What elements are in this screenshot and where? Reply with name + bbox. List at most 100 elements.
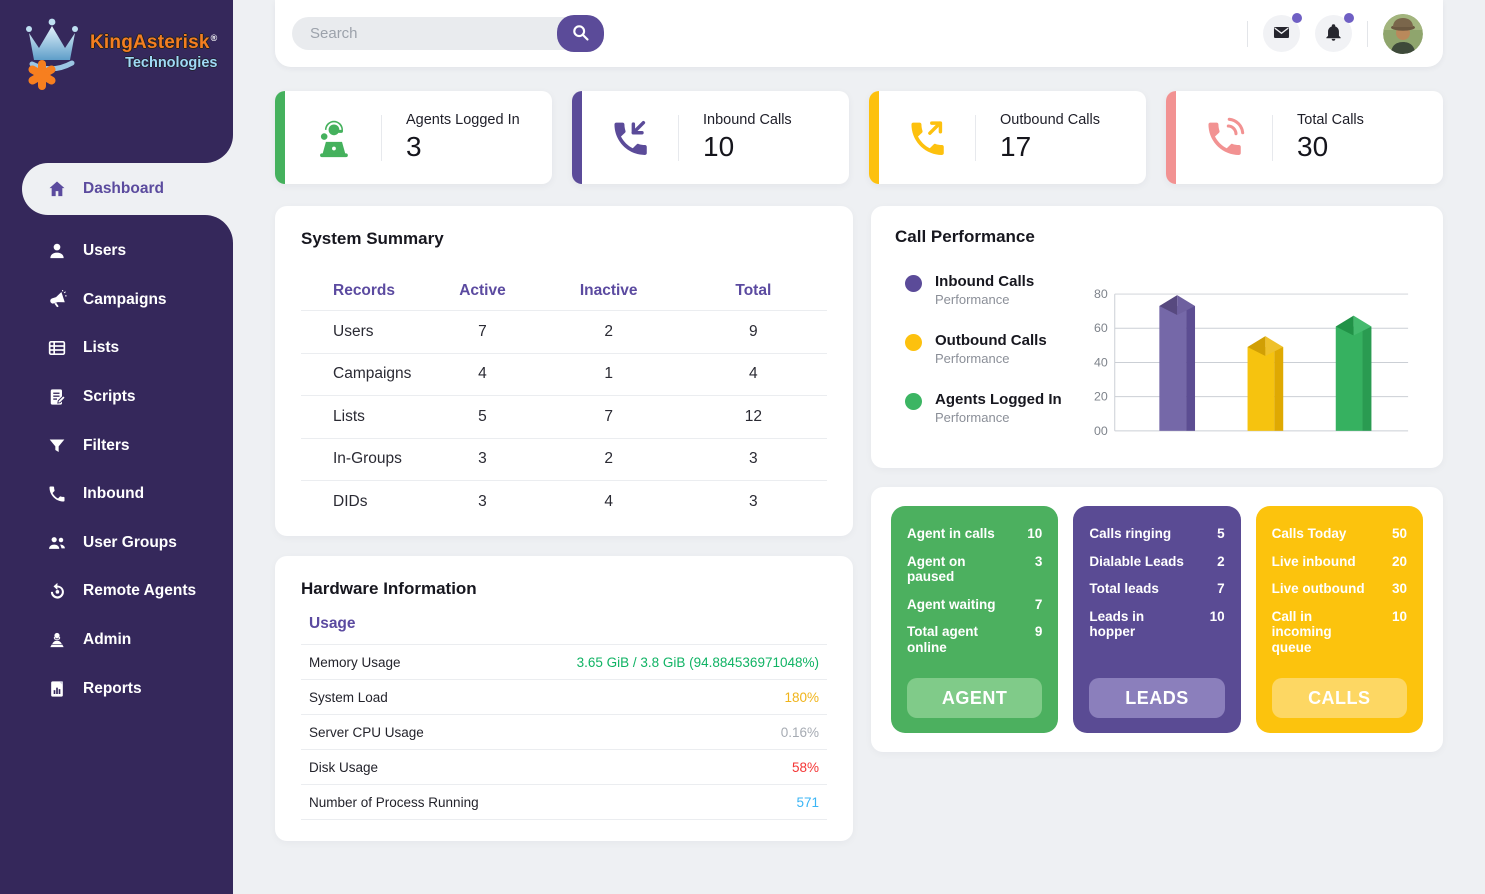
system-summary-title: System Summary [301,229,444,248]
notifications-button[interactable] [1315,13,1354,52]
panel-stat-label: Agent on paused [907,553,966,585]
summary-row-in-groups: In-Groups 3 2 3 [301,439,827,481]
stat-card-total-calls: Total Calls 30 [1166,91,1443,184]
system-summary-card: System Summary Records Active Inactive Tota… [275,206,853,536]
sidebar-item-inbound[interactable]: Inbound [0,470,233,519]
stat-value: 3 [406,131,422,162]
inbound-call-icon [604,115,656,161]
agent-headset-icon [307,115,359,161]
svg-text:20: 20 [1094,390,1108,404]
stat-accent-bar [572,91,582,184]
panel-stat-value: 7 [1034,596,1043,612]
panel-stat-value: 5 [1217,526,1225,541]
panel-stat-label: Agent in calls [907,526,995,541]
sidebar-item-lists[interactable]: Lists [0,324,233,373]
svg-text:40: 40 [1094,355,1108,369]
legend-item: Inbound Calls Performance [905,273,1087,307]
sidebar-item-remote-agents[interactable]: Remote Agents [0,567,233,616]
mail-button[interactable] [1263,13,1302,52]
sidebar-item-label: Scripts [83,388,136,406]
topbar [275,0,1443,67]
sidebar-item-dashboard[interactable]: Dashboard [22,163,233,215]
summary-cell: 4 [478,365,487,383]
sidebar-item-admin[interactable]: Admin [0,616,233,665]
summary-cell: 4 [749,365,758,383]
stat-card-agents-logged-in: Agents Logged In 3 [275,91,552,184]
panel-stat-value: 9 [1034,624,1043,640]
brand-logo: KingAsterisk® Technologies [20,16,233,97]
search-input[interactable] [292,17,599,50]
panel-stat-value: 10 [1027,526,1043,541]
stat-label: Total Calls [1297,112,1364,128]
panel-stat-label: Agent waiting [907,596,996,612]
legend-label: Inbound Calls [935,273,1035,290]
summary-cell: 7 [604,407,613,425]
agent-button[interactable]: AGENT [907,678,1043,718]
legend-dot [905,334,922,351]
stat-accent-bar [869,91,879,184]
stat-accent-bar [1166,91,1176,184]
calls-button[interactable]: CALLS [1271,678,1407,718]
sidebar-item-label: Filters [83,436,130,454]
hardware-label: Number of Process Running [309,794,479,810]
sidebar-item-label: Inbound [83,485,145,503]
legend-label: Agents Logged In [935,391,1062,408]
hardware-row: Number of Process Running 571 [301,785,827,820]
panel-stat-label: Call in incoming queue [1271,608,1332,655]
hardware-row: Disk Usage 58% [301,750,827,785]
calls-stat-row: Live inbound 20 [1272,554,1407,570]
sidebar-item-users[interactable]: Users [0,227,233,276]
hardware-value: 58% [791,759,819,775]
divider [1367,20,1368,47]
status-panels-card: Agent in calls 10 Agent on paused 3 Agen… [871,487,1443,752]
sidebar-item-scripts[interactable]: Scripts [0,373,233,422]
sidebar: KingAsterisk® Technologies Dashboard Use… [0,0,233,894]
sidebar-item-filters[interactable]: Filters [0,421,233,470]
panel-stat-value: 3 [1034,553,1043,569]
panel-stat-label: Live outbound [1271,581,1365,597]
summary-cell: 3 [749,493,758,511]
legend-item: Agents Logged In Performance [905,391,1087,425]
sidebar-item-label: Lists [83,339,120,357]
sidebar-item-user-groups[interactable]: User Groups [0,519,233,568]
sidebar-item-campaigns[interactable]: Campaigns [0,276,233,325]
agent-panel: Agent in calls 10 Agent on paused 3 Agen… [891,506,1059,733]
agent-stat-row: Agent in calls 10 [907,526,1042,542]
summary-header-cell: Inactive [579,281,638,299]
agent-stat-row: Agent on paused 3 [907,554,1042,585]
notifications-badge [1344,13,1354,23]
agent-stat-row: Total agent online 9 [907,624,1042,655]
legend-sublabel: Performance [935,351,1010,366]
search-button[interactable] [557,15,604,52]
hardware-value: 571 [796,794,819,810]
panel-stat-label: Leads in hopper [1089,608,1145,640]
stat-value: 30 [1297,131,1329,162]
panel-stat-label: Live inbound [1271,553,1356,569]
sidebar-item-reports[interactable]: Reports [0,664,233,713]
panel-stat-value: 50 [1391,526,1407,541]
leads-stat-row: Total leads 7 [1089,581,1224,597]
call-performance-card: Call Performance Inbound Calls Performan… [871,206,1443,468]
remote-agents-icon [46,581,67,602]
hardware-label: Server CPU Usage [309,724,424,740]
summary-cell: 4 [604,493,613,511]
bar-chart-svg: 00 20 40 60 80 [1094,287,1409,438]
legend-sublabel: Performance [935,292,1010,307]
calls-stat-row: Live outbound 30 [1272,581,1407,597]
summary-header-cell: Total [735,281,772,299]
summary-cell: Users [333,322,374,340]
svg-text:80: 80 [1094,287,1108,301]
avatar[interactable] [1383,13,1423,54]
user-icon [46,241,67,262]
legend-sublabel: Performance [935,410,1010,425]
sidebar-nav: Users Campaigns Lists Scripts Filters In… [0,215,233,894]
leads-button[interactable]: LEADS [1089,678,1225,718]
calls-stat-row: Calls Today 50 [1272,526,1407,542]
calls-stat-row: Call in incoming queue 10 [1272,609,1407,656]
hardware-value: 180% [784,689,819,705]
summary-row-lists: Lists 5 7 12 [301,396,827,439]
panel-stat-value: 30 [1391,581,1407,597]
search-group [292,15,604,52]
sidebar-item-label: User Groups [83,533,177,551]
svg-text:00: 00 [1094,424,1108,438]
